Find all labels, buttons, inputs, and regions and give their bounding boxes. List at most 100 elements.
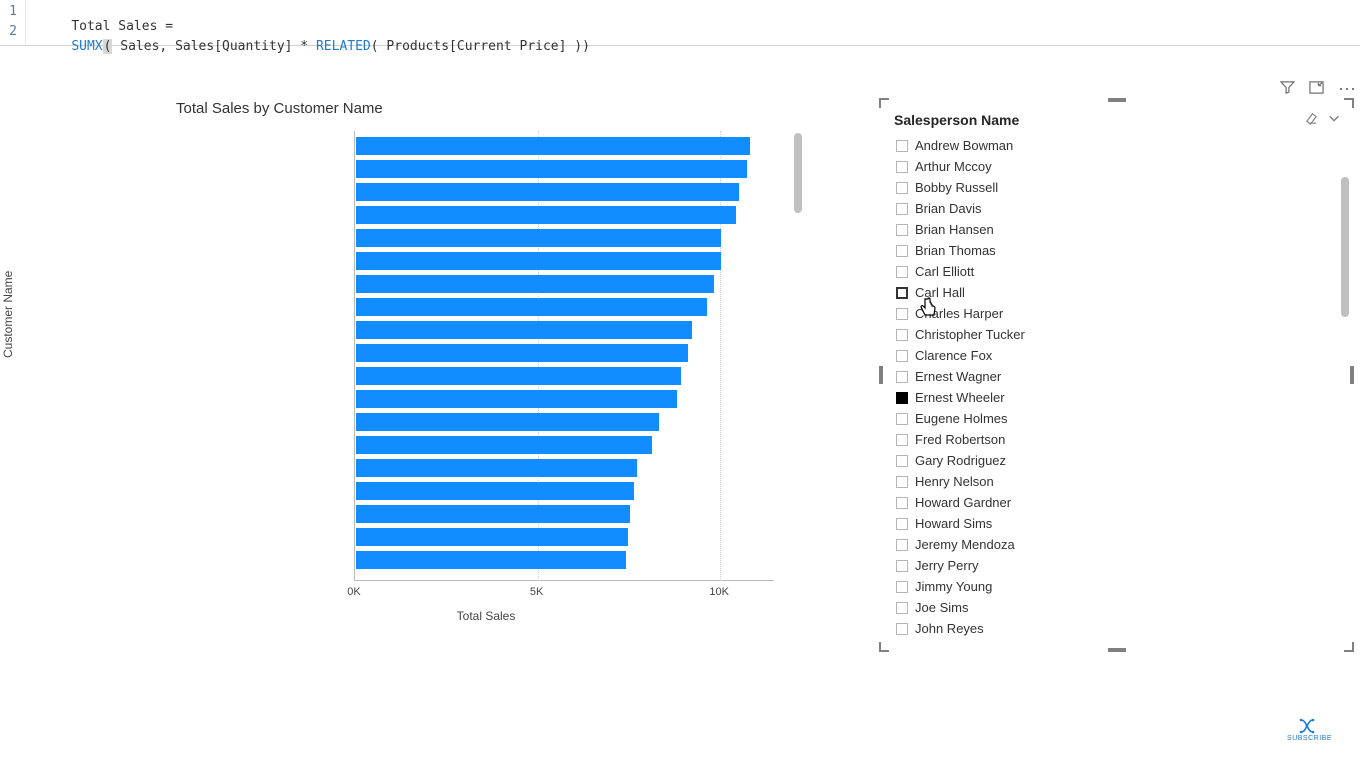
slicer-item[interactable]: Brian Davis: [892, 198, 1337, 219]
slicer-checkbox[interactable]: [896, 266, 908, 278]
slicer-item[interactable]: Jeremy Mendoza: [892, 534, 1337, 555]
slicer-checkbox[interactable]: [896, 581, 908, 593]
bar[interactable]: [356, 275, 714, 293]
focus-mode-icon[interactable]: [1309, 80, 1324, 98]
slicer-item[interactable]: Howard Gardner: [892, 492, 1337, 513]
slicer-item[interactable]: Fred Robertson: [892, 429, 1337, 450]
slicer-item[interactable]: John Reyes: [892, 618, 1337, 639]
chevron-down-icon[interactable]: [1327, 111, 1341, 130]
x-tick-label: 10K: [709, 586, 729, 598]
slicer-checkbox[interactable]: [896, 560, 908, 572]
slicer-checkbox[interactable]: [896, 455, 908, 467]
slicer-item[interactable]: Clarence Fox: [892, 345, 1337, 366]
slicer-checkbox[interactable]: [896, 182, 908, 194]
bar[interactable]: [356, 413, 659, 431]
slicer-item-label: John Reyes: [915, 621, 984, 636]
slicer-checkbox[interactable]: [896, 350, 908, 362]
filter-icon[interactable]: [1280, 80, 1295, 98]
slicer-checkbox[interactable]: [896, 623, 908, 635]
slicer-item[interactable]: Ernest Wheeler: [892, 387, 1337, 408]
slicer-checkbox[interactable]: [896, 203, 908, 215]
bar[interactable]: [356, 321, 692, 339]
bar[interactable]: [356, 459, 637, 477]
bar[interactable]: [356, 436, 652, 454]
slicer-item-label: Charles Harper: [915, 306, 1003, 321]
slicer-item[interactable]: Andrew Bowman: [892, 135, 1337, 156]
slicer-checkbox[interactable]: [896, 308, 908, 320]
formula-line-2[interactable]: SUMX( Sales, Sales[Quantity] * RELATED( …: [40, 24, 590, 69]
slicer-visual[interactable]: Salesperson Name Andrew BowmanArthur Mcc…: [879, 98, 1354, 652]
slicer-item-label: Howard Sims: [915, 516, 992, 531]
slicer-item[interactable]: Jerry Perry: [892, 555, 1337, 576]
bar[interactable]: [356, 551, 626, 569]
bar[interactable]: [356, 390, 677, 408]
chart-title: Total Sales by Customer Name: [176, 100, 816, 117]
bar-chart-visual[interactable]: Total Sales by Customer Name Customer Na…: [176, 100, 816, 660]
token-paren: )): [566, 39, 589, 54]
more-options-icon[interactable]: ⋯: [1338, 85, 1356, 93]
slicer-checkbox[interactable]: [896, 224, 908, 236]
slicer-item[interactable]: Gary Rodriguez: [892, 450, 1337, 471]
slicer-item[interactable]: Bobby Russell: [892, 177, 1337, 198]
bar[interactable]: [356, 482, 634, 500]
slicer-checkbox[interactable]: [896, 434, 908, 446]
line-number: 1: [0, 4, 26, 19]
token-arg: Products: [386, 39, 449, 54]
token-arg: Sales, Sales: [112, 39, 214, 54]
slicer-item[interactable]: Arthur Mccoy: [892, 156, 1337, 177]
slicer-scrollbar[interactable]: [1341, 177, 1349, 317]
bar[interactable]: [356, 528, 628, 546]
slicer-item[interactable]: Carl Elliott: [892, 261, 1337, 282]
slicer-item-label: Brian Davis: [915, 201, 981, 216]
slicer-item[interactable]: Ernest Wagner: [892, 366, 1337, 387]
slicer-checkbox[interactable]: [896, 371, 908, 383]
chart-scrollbar[interactable]: [794, 133, 802, 213]
slicer-item[interactable]: Joe Sims: [892, 597, 1337, 618]
bar[interactable]: [356, 344, 688, 362]
slicer-checkbox[interactable]: [896, 140, 908, 152]
slicer-checkbox[interactable]: [896, 602, 908, 614]
slicer-checkbox[interactable]: [896, 476, 908, 488]
slicer-item[interactable]: Brian Thomas: [892, 240, 1337, 261]
eraser-icon[interactable]: [1304, 110, 1319, 130]
bar[interactable]: [356, 229, 721, 247]
slicer-checkbox[interactable]: [896, 392, 908, 404]
slicer-checkbox[interactable]: [896, 497, 908, 509]
slicer-item[interactable]: Charles Harper: [892, 303, 1337, 324]
slicer-item[interactable]: Carl Hall: [892, 282, 1337, 303]
slicer-item[interactable]: Christopher Tucker: [892, 324, 1337, 345]
slicer-item[interactable]: Eugene Holmes: [892, 408, 1337, 429]
bar[interactable]: [356, 252, 721, 270]
x-tick-label: 5K: [530, 586, 543, 598]
bar[interactable]: [356, 298, 707, 316]
subscribe-label: SUBSCRIBE: [1287, 735, 1332, 742]
bar[interactable]: [356, 183, 739, 201]
y-axis-label: Customer Name: [1, 271, 15, 358]
slicer-item-label: Christopher Tucker: [915, 327, 1025, 342]
slicer-title: Salesperson Name: [894, 112, 1019, 128]
slicer-checkbox[interactable]: [896, 518, 908, 530]
slicer-checkbox[interactable]: [896, 287, 908, 299]
bar[interactable]: [356, 137, 750, 155]
slicer-checkbox[interactable]: [896, 245, 908, 257]
bar[interactable]: [356, 206, 736, 224]
formula-gutter: 1 2: [0, 0, 26, 45]
slicer-item[interactable]: Henry Nelson: [892, 471, 1337, 492]
visual-header-icons: ⋯: [1280, 80, 1356, 98]
bar[interactable]: [356, 367, 681, 385]
slicer-item-label: Bobby Russell: [915, 180, 998, 195]
slicer-item-label: Ernest Wagner: [915, 369, 1001, 384]
slicer-item[interactable]: Howard Sims: [892, 513, 1337, 534]
dax-formula-bar[interactable]: ✓ 1 2 Total Sales = SUMX( Sales, Sales[Q…: [0, 0, 1360, 46]
bar[interactable]: [356, 160, 747, 178]
bar[interactable]: [356, 505, 630, 523]
slicer-checkbox[interactable]: [896, 329, 908, 341]
slicer-item[interactable]: Brian Hansen: [892, 219, 1337, 240]
x-axis-label: Total Sales: [176, 609, 796, 623]
slicer-checkbox[interactable]: [896, 539, 908, 551]
slicer-checkbox[interactable]: [896, 161, 908, 173]
slicer-item-label: Henry Nelson: [915, 474, 994, 489]
token-function: RELATED: [316, 39, 371, 54]
slicer-checkbox[interactable]: [896, 413, 908, 425]
slicer-item[interactable]: Jimmy Young: [892, 576, 1337, 597]
